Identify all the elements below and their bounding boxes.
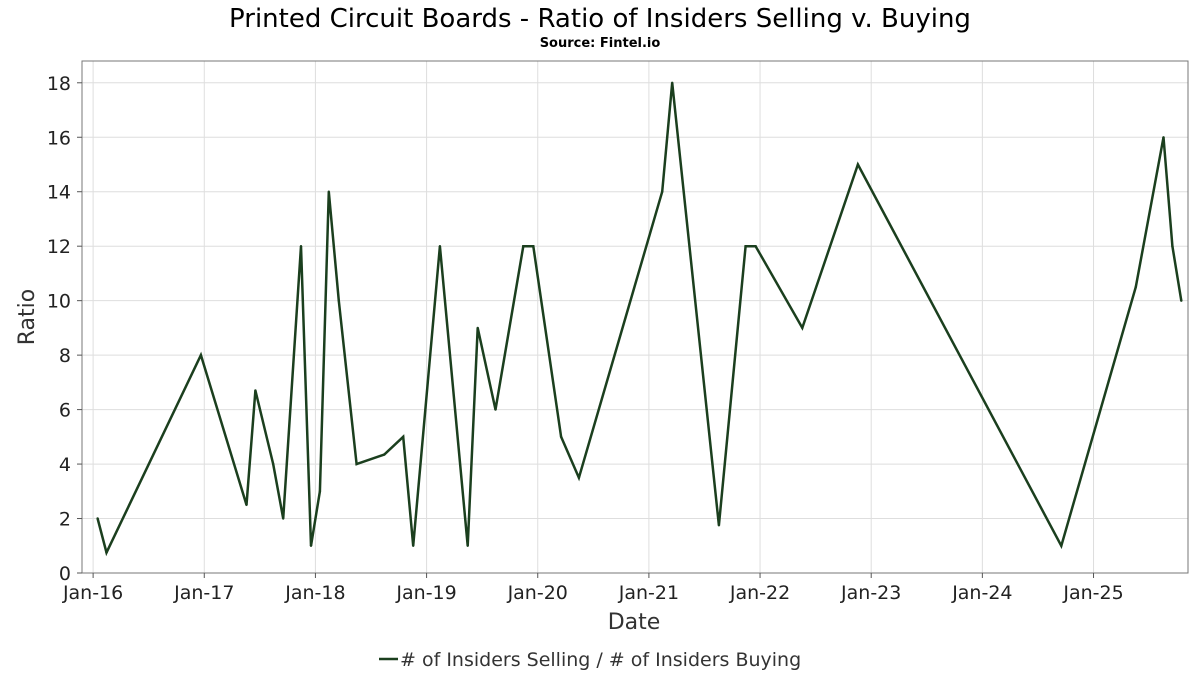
data-point	[744, 245, 747, 248]
data-point	[318, 490, 322, 493]
data-point	[717, 524, 721, 527]
chart-title: Printed Circuit Boards - Ratio of Inside…	[229, 4, 971, 34]
data-point	[1162, 136, 1165, 139]
data-point	[1060, 544, 1063, 547]
x-tick-label: Jan-20	[507, 582, 568, 604]
data-point	[438, 245, 442, 248]
data-point	[282, 517, 285, 520]
data-point	[337, 299, 340, 302]
data-point	[327, 190, 330, 193]
y-tick-label: 0	[59, 563, 71, 585]
y-tick-label: 8	[59, 345, 71, 367]
y-tick-label: 4	[59, 454, 71, 476]
data-point	[254, 389, 257, 392]
plot-area	[81, 60, 1189, 574]
legend: # of Insiders Selling / # of Insiders Bu…	[379, 649, 801, 671]
data-point	[661, 190, 664, 193]
x-tick-label: Jan-19	[395, 582, 456, 604]
y-tick-label: 6	[59, 400, 71, 422]
x-tick-label: Jan-23	[840, 582, 901, 604]
data-point	[476, 326, 479, 330]
data-point	[577, 476, 581, 479]
data-point	[466, 544, 469, 547]
y-tick-label: 12	[47, 236, 71, 258]
y-tick-label: 14	[47, 182, 71, 204]
y-tick-label: 2	[59, 509, 71, 531]
x-tick-label: Jan-17	[173, 582, 234, 604]
data-point	[754, 245, 757, 248]
data-point	[245, 503, 248, 507]
data-point	[412, 544, 415, 547]
data-point	[671, 81, 674, 85]
y-tick-label: 18	[47, 73, 71, 95]
data-point	[383, 453, 386, 456]
x-tick-label: Jan-16	[62, 582, 123, 604]
data-point	[1171, 245, 1174, 248]
data-point	[522, 245, 525, 248]
series-points	[96, 81, 1183, 554]
data-point	[96, 517, 99, 520]
y-axis-ticks: 0 2 4 6 8 10 12 14 16 18	[47, 73, 82, 585]
data-point	[299, 245, 303, 248]
x-tick-label: Jan-21	[618, 582, 679, 604]
data-point	[1134, 285, 1138, 289]
data-point	[532, 245, 535, 248]
data-point	[199, 353, 203, 357]
data-point	[309, 544, 313, 547]
data-point	[402, 435, 405, 438]
x-axis-label: Date	[608, 610, 661, 635]
data-point	[272, 462, 275, 466]
data-point	[494, 408, 497, 411]
x-tick-label: Jan-18	[284, 582, 345, 604]
x-tick-label: Jan-25	[1062, 582, 1123, 604]
y-axis-label: Ratio	[15, 289, 40, 345]
x-axis-ticks: Jan-16 Jan-17 Jan-18 Jan-19 Jan-20 Jan-21 Jan-…	[62, 573, 1124, 604]
data-point	[856, 163, 860, 166]
chart-subtitle: Source: Fintel.io	[540, 36, 661, 51]
grid	[82, 61, 1188, 574]
data-point	[801, 326, 804, 330]
y-tick-label: 10	[47, 291, 71, 313]
series-line	[96, 82, 1183, 557]
data-point	[559, 435, 563, 438]
legend-label: # of Insiders Selling / # of Insiders Bu…	[400, 649, 801, 671]
data-point	[105, 551, 108, 554]
x-tick-label: Jan-22	[729, 582, 790, 604]
x-tick-label: Jan-24	[951, 582, 1012, 604]
data-point	[355, 462, 358, 466]
data-point	[1180, 299, 1183, 302]
y-tick-label: 16	[47, 127, 71, 149]
